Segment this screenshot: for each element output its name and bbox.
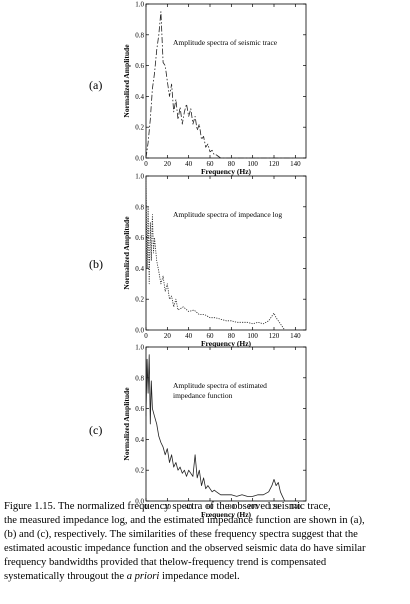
y-tick-label-b-1: 0.2 [135,296,144,304]
y-tick-label-a-2: 0.4 [135,93,144,101]
y-tick-label-b-0: 0.0 [135,327,144,335]
caption-line-4: estimated acoustic impedance function an… [4,542,366,554]
x-tick-label-c-6: 120 [269,503,280,511]
y-tick-label-a-5: 1.0 [135,1,144,9]
x-tick-label-a-2: 40 [185,160,193,168]
y-tick-label-c-1: 0.2 [135,467,144,475]
x-tick-label-c-1: 20 [164,503,172,511]
x-axis-label-a: Frequency (Hz) [201,167,252,176]
y-tick-label-b-5: 1.0 [135,173,144,181]
y-tick-label-c-3: 0.6 [135,405,144,413]
caption-line-3: (b) and (c), respectively. The similarit… [4,528,358,540]
caption-line-5: frequency bandwidths provided that thelo… [4,556,327,568]
x-axis-label-c: Frequency (Hz) [201,510,252,519]
chart-title-c-line-1: impedance function [173,391,233,400]
y-axis-label-a: Normalized Amplitude [122,44,131,118]
y-tick-label-c-0: 0.0 [135,498,144,506]
y-tick-label-a-4: 0.8 [135,31,144,39]
chart-title-c: Amplitude spectra of estimated [173,381,267,390]
chart-title-b: Amplitude spectra of impedance log [173,210,282,219]
plot-frame-a [145,3,307,159]
x-tick-label-c-2: 40 [185,503,193,511]
x-tick-label-c-3: 60 [207,503,215,511]
caption-line-2: the measured impedance log, and the esti… [4,514,365,526]
x-tick-label-b-5: 100 [247,332,258,340]
plot-frame-c [145,346,307,502]
x-tick-label-c-4: 80 [228,503,236,511]
series-line-b-0 [145,175,286,331]
x-tick-label-b-7: 140 [290,332,301,340]
caption-line-6: systematically througout the a priori im… [4,570,240,582]
panel-label-b: (b) [89,257,103,271]
y-tick-label-b-3: 0.6 [135,234,144,242]
x-tick-label-b-6: 120 [269,332,280,340]
x-tick-label-a-4: 80 [228,160,236,168]
x-tick-label-c-7: 140 [290,503,301,511]
x-tick-label-a-0: 0 [144,160,148,168]
x-tick-label-b-1: 20 [164,332,172,340]
plot-frame-b [145,175,307,331]
chart-panel-b: 0.0 0.2 0.4 0.6 0.8 1.0 0 20 40 60 80 100 120 140 Freq… [122,173,307,348]
x-tick-label-b-0: 0 [144,332,148,340]
x-tick-label-a-7: 140 [290,160,301,168]
caption-line-1: Figure 1.15. The normalized frequency sp… [4,501,331,512]
series-line-a-0 [145,11,296,159]
y-tick-label-c-4: 0.8 [135,374,144,382]
panel-label-a: (a) [89,78,103,92]
y-tick-label-b-2: 0.4 [135,265,144,273]
x-tick-label-b-2: 40 [185,332,193,340]
x-tick-label-a-6: 120 [269,160,280,168]
y-axis-label-b: Normalized Amplitude [122,216,131,290]
y-tick-label-a-0: 0.0 [135,155,144,163]
y-tick-label-c-2: 0.4 [135,436,144,444]
x-tick-label-b-3: 60 [207,332,215,340]
y-tick-label-a-3: 0.6 [135,62,144,70]
chart-title-a: Amplitude spectra of seismic trace [173,38,278,47]
y-axis-label-c: Normalized Amplitude [122,387,131,461]
chart-panel-c: 0.0 0.2 0.4 0.6 0.8 1.0 0 20 40 60 80 100 120 140 Freq… [122,344,307,519]
x-tick-label-b-4: 80 [228,332,236,340]
x-axis-label-b: Frequency (Hz) [201,339,252,348]
x-tick-label-c-5: 100 [247,503,258,511]
x-tick-label-a-5: 100 [247,160,258,168]
x-tick-label-a-3: 60 [207,160,215,168]
y-tick-label-c-5: 1.0 [135,344,144,352]
series-line-c-0 [145,354,286,502]
x-tick-label-a-1: 20 [164,160,172,168]
figure-caption: Figure 1.15. The normalized frequency sp… [4,500,410,583]
chart-panel-a: 0.0 0.2 0.4 0.6 0.8 1.0 0 20 40 60 80 100 120 140 Freq… [122,1,307,176]
x-tick-label-c-0: 0 [144,503,148,511]
y-tick-label-b-4: 0.8 [135,203,144,211]
panel-label-c: (c) [89,423,103,437]
y-tick-label-a-1: 0.2 [135,124,144,132]
